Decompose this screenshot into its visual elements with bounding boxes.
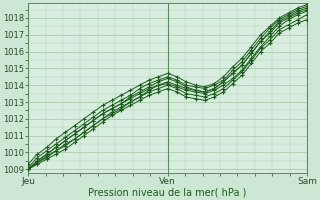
X-axis label: Pression niveau de la mer( hPa ): Pression niveau de la mer( hPa ) xyxy=(88,187,247,197)
